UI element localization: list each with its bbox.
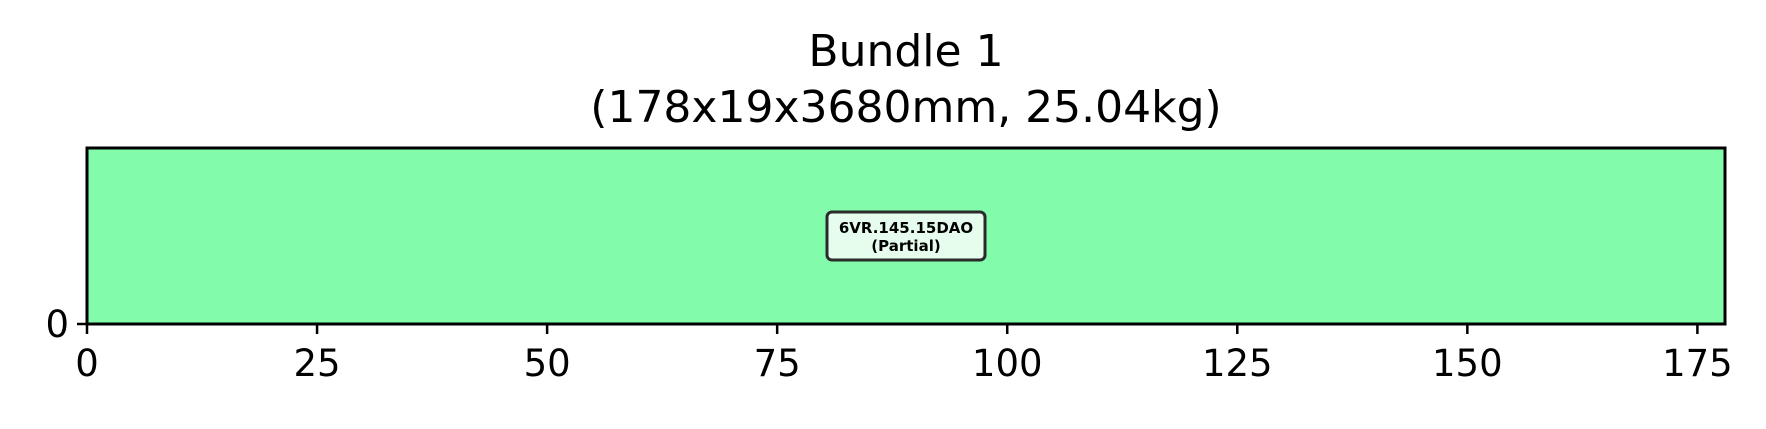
x-tick-label-100: 100 — [972, 342, 1043, 385]
bar-label-name-0: 6VR.145.15DAO — [839, 219, 973, 237]
axes-layer: 0 25 50 75 100 125 150 175 0 — [45, 146, 1733, 385]
y-tick-label-0: 0 — [45, 303, 69, 346]
plot-frame — [85, 146, 1727, 326]
chart-title-line1: Bundle 1 — [808, 26, 1003, 77]
x-tick-label-150: 150 — [1432, 342, 1503, 385]
bars-layer: 6VR.145.15DAO(Partial) — [87, 148, 1725, 324]
x-tick-label-25: 25 — [294, 342, 341, 385]
x-tick-label-75: 75 — [754, 342, 801, 385]
x-tick-label-0: 0 — [75, 342, 99, 385]
bar-label-box-0 — [825, 210, 987, 262]
x-tick-label-50: 50 — [524, 342, 571, 385]
chart-title-line2: (178x19x3680mm, 25.04kg) — [590, 82, 1221, 133]
x-tick-label-175: 175 — [1662, 342, 1733, 385]
x-tick-label-125: 125 — [1202, 342, 1273, 385]
bar-label-status-0: (Partial) — [871, 237, 940, 255]
